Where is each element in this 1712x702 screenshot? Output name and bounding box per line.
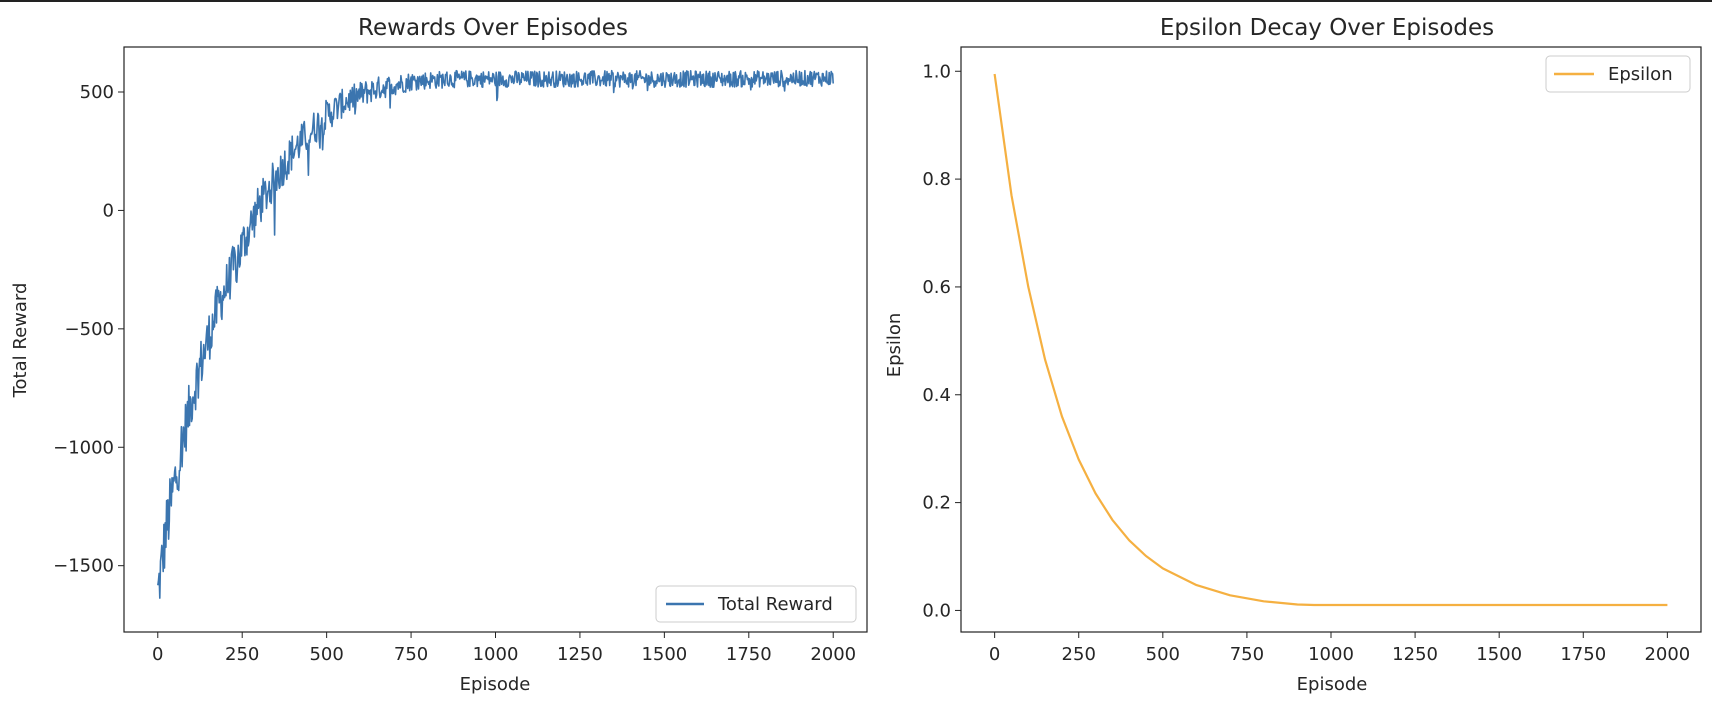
x-tick-label: 250 bbox=[1062, 644, 1096, 665]
legend-label: Epsilon bbox=[1608, 64, 1673, 85]
epsilon-chart: Epsilon Decay Over Episodes 0 250 500 750 10… bbox=[884, 15, 1702, 695]
x-tick-label: 1000 bbox=[473, 644, 519, 665]
series-layer bbox=[157, 69, 834, 599]
plot-frame bbox=[123, 46, 868, 633]
x-tick-label: 750 bbox=[394, 644, 428, 665]
x-tick-label: 0 bbox=[989, 644, 1000, 665]
tick-layer: 0 250 500 750 1000 1250 1500 1750 2000 −1500 −1000… bbox=[53, 82, 856, 665]
y-tick-label: 500 bbox=[80, 82, 114, 103]
legend-box bbox=[1545, 55, 1691, 93]
y-tick-label: −1000 bbox=[53, 437, 114, 458]
x-tick-label: 1500 bbox=[1476, 644, 1522, 665]
top-border bbox=[0, 0, 1712, 2]
x-tick-label: 1750 bbox=[1560, 644, 1606, 665]
series-layer bbox=[993, 73, 1668, 607]
chart-title: Rewards Over Episodes bbox=[358, 15, 628, 41]
tick-layer: 0 250 500 750 1000 1250 1500 1750 2000 0.0 0.2 0.4 0… bbox=[922, 61, 1690, 665]
y-tick-label: −500 bbox=[65, 319, 114, 340]
x-tick-label: 1500 bbox=[641, 644, 687, 665]
legend: Epsilon bbox=[1545, 55, 1691, 93]
y-tick-label: 0.4 bbox=[922, 385, 951, 406]
y-tick-label: 0.0 bbox=[922, 600, 951, 621]
rewards-chart: Rewards Over Episodes 0 250 500 750 1000 1250… bbox=[10, 15, 868, 695]
x-tick-label: 500 bbox=[309, 644, 343, 665]
y-tick-label: 0.2 bbox=[922, 493, 951, 514]
series-line bbox=[157, 69, 834, 599]
x-tick-label: 1250 bbox=[557, 644, 603, 665]
x-tick-label: 1000 bbox=[1308, 644, 1354, 665]
y-tick-label: −1500 bbox=[53, 556, 114, 577]
x-tick-label: 500 bbox=[1146, 644, 1180, 665]
chart-title: Epsilon Decay Over Episodes bbox=[1160, 15, 1494, 41]
y-axis-label: Epsilon bbox=[884, 313, 905, 378]
legend-box bbox=[655, 585, 857, 623]
legend-label: Total Reward bbox=[717, 594, 833, 615]
x-tick-label: 1250 bbox=[1392, 644, 1438, 665]
x-tick-label: 250 bbox=[225, 644, 259, 665]
x-tick-label: 2000 bbox=[810, 644, 856, 665]
x-axis-label: Episode bbox=[460, 674, 531, 695]
y-tick-label: 1.0 bbox=[922, 61, 951, 82]
plot-frame bbox=[960, 46, 1702, 633]
y-tick-label: 0 bbox=[103, 200, 114, 221]
x-tick-label: 0 bbox=[152, 644, 163, 665]
series-line bbox=[993, 73, 1668, 607]
legend: Total Reward bbox=[655, 585, 857, 623]
x-tick-label: 2000 bbox=[1644, 644, 1690, 665]
y-tick-label: 0.6 bbox=[922, 277, 951, 298]
x-axis-label: Episode bbox=[1297, 674, 1368, 695]
y-tick-label: 0.8 bbox=[922, 169, 951, 190]
y-axis-label: Total Reward bbox=[10, 283, 31, 399]
x-tick-label: 750 bbox=[1230, 644, 1264, 665]
x-tick-label: 1750 bbox=[726, 644, 772, 665]
